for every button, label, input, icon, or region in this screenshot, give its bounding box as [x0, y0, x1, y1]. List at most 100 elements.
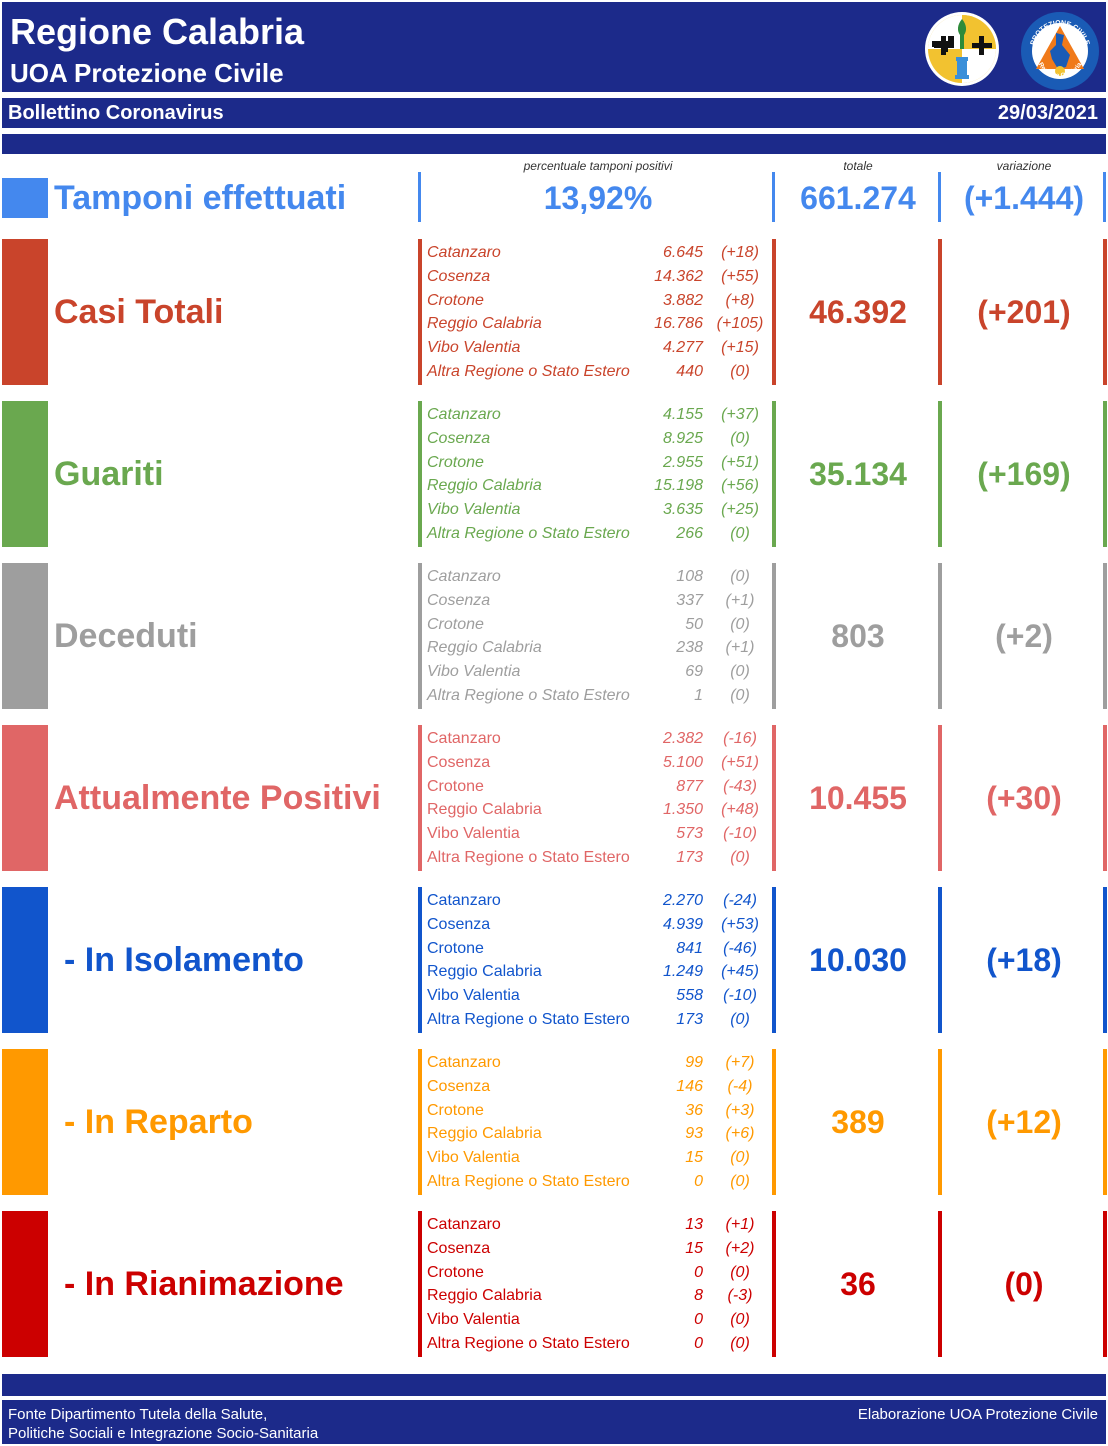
- footer-source-line1: Fonte Dipartimento Tutela della Salute,: [8, 1406, 268, 1423]
- province-value: 0: [694, 1172, 703, 1190]
- province-value: 573: [676, 825, 703, 843]
- province-variation: (-24): [723, 892, 757, 909]
- section-total: 389: [831, 1104, 885, 1140]
- province-row: Catanzaro 108 (0): [427, 565, 772, 589]
- province-variation: (0): [730, 615, 750, 633]
- province-row: Vibo Valentia 69 (0): [427, 660, 772, 684]
- section-color-square: [2, 1211, 48, 1357]
- column-header-percent: percentuale tamponi positivi: [523, 159, 673, 173]
- column-divider: [938, 401, 942, 547]
- province-variation: (0): [730, 1149, 750, 1167]
- section-color-square: [2, 1049, 48, 1195]
- province-row: Crotone 0 (0): [427, 1261, 772, 1285]
- section-label: - In Isolamento: [64, 941, 304, 979]
- province-row: Reggio Calabria 238 (+1): [427, 636, 772, 660]
- province-value: 0: [694, 1334, 703, 1352]
- province-variation: (0): [730, 362, 750, 380]
- province-row: Vibo Valentia 573 (-10): [427, 822, 772, 846]
- province-value: 173: [676, 848, 703, 866]
- section-total: 803: [831, 618, 885, 654]
- column-divider: [418, 725, 422, 871]
- section-color-square: [2, 725, 48, 871]
- province-row: Altra Regione o Stato Estero 173 (0): [427, 1008, 772, 1032]
- footer: Fonte Dipartimento Tutela della Salute, …: [2, 1400, 1106, 1444]
- province-list: Catanzaro 2.270 (-24) Cosenza 4.939 (+53) Crot…: [427, 889, 772, 1032]
- tamponi-label: Tamponi effettuati: [54, 179, 347, 217]
- province-value: 108: [676, 568, 703, 585]
- province-list: Catanzaro 2.382 (-16) Cosenza 5.100 (+51) Crot…: [427, 727, 772, 870]
- column-divider: [938, 172, 941, 222]
- footer-source-line2: Politiche Sociali e Integrazione Socio-S…: [8, 1425, 319, 1442]
- province-row: Altra Regione o Stato Estero 266 (0): [427, 522, 772, 546]
- province-value: 14.362: [654, 267, 703, 285]
- province-name: Catanzaro: [427, 1216, 501, 1233]
- province-name: Altra Regione o Stato Estero: [427, 848, 630, 866]
- province-row: Vibo Valentia 3.635 (+25): [427, 498, 772, 522]
- province-value: 15.198: [654, 477, 703, 495]
- province-variation: (+105): [716, 315, 764, 333]
- divider-strip: [2, 1374, 1106, 1396]
- province-name: Cosenza: [427, 267, 491, 285]
- province-variation: (+25): [721, 501, 759, 519]
- province-row: Reggio Calabria 93 (+6): [427, 1122, 772, 1146]
- section-rianimazione: - In Rianimazione Catanzaro 13 (+1) Cosenza 1…: [0, 1211, 1108, 1357]
- province-name: Reggio Calabria: [427, 801, 542, 819]
- column-divider: [772, 1211, 776, 1357]
- province-variation: (0): [730, 1172, 750, 1190]
- province-variation: (+6): [725, 1125, 755, 1143]
- province-variation: (+37): [721, 406, 759, 423]
- province-variation: (+51): [721, 453, 759, 471]
- province-row: Cosenza 5.100 (+51): [427, 751, 772, 775]
- column-divider: [938, 1211, 942, 1357]
- page-title: Regione Calabria: [10, 11, 305, 52]
- province-row: Catanzaro 2.270 (-24): [427, 889, 772, 913]
- province-row: Altra Regione o Stato Estero 440 (0): [427, 360, 772, 384]
- province-variation: (0): [730, 524, 750, 542]
- province-name: Crotone: [427, 453, 484, 471]
- province-value: 0: [694, 1263, 703, 1281]
- province-name: Reggio Calabria: [427, 315, 542, 333]
- province-name: Cosenza: [427, 915, 491, 933]
- province-value: 4.939: [662, 915, 703, 933]
- tamponi-color-square: [2, 178, 48, 218]
- province-row: Altra Regione o Stato Estero 0 (0): [427, 1332, 772, 1356]
- column-divider: [418, 172, 421, 222]
- column-divider: [1103, 563, 1107, 709]
- province-row: Vibo Valentia 0 (0): [427, 1308, 772, 1332]
- province-name: Cosenza: [427, 591, 491, 609]
- section-label: Deceduti: [54, 617, 198, 655]
- province-value: 1.350: [662, 801, 703, 819]
- province-variation: (-4): [727, 1077, 753, 1095]
- province-name: Vibo Valentia: [427, 663, 521, 681]
- column-divider: [938, 563, 942, 709]
- province-row: Altra Regione o Stato Estero 173 (0): [427, 846, 772, 870]
- province-value: 238: [676, 639, 703, 657]
- province-list: Catanzaro 13 (+1) Cosenza 15 (+2) Crotone 0 (0) R…: [427, 1213, 772, 1356]
- province-variation: (+45): [721, 963, 759, 981]
- section-variation: (0): [1004, 1266, 1044, 1302]
- province-value: 8.925: [662, 429, 703, 447]
- province-name: Vibo Valentia: [427, 501, 521, 519]
- column-divider: [418, 401, 422, 547]
- province-row: Cosenza 14.362 (+55): [427, 265, 772, 289]
- province-value: 69: [685, 663, 703, 681]
- province-value: 15: [685, 1239, 703, 1257]
- province-value: 0: [694, 1311, 703, 1329]
- province-row: Reggio Calabria 8 (-3): [427, 1284, 772, 1308]
- province-variation: (+1): [725, 1216, 755, 1233]
- province-name: Reggio Calabria: [427, 1287, 542, 1305]
- province-variation: (0): [730, 1334, 750, 1352]
- section-label: Attualmente Positivi: [54, 779, 381, 817]
- province-name: Crotone: [427, 777, 484, 795]
- province-value: 3.882: [662, 291, 703, 309]
- province-value: 6.645: [662, 244, 703, 261]
- column-divider: [418, 887, 422, 1033]
- province-value: 8: [694, 1287, 703, 1305]
- province-variation: (-43): [723, 777, 757, 795]
- province-name: Vibo Valentia: [427, 1149, 520, 1167]
- province-variation: (+3): [725, 1101, 755, 1119]
- section-label: - In Reparto: [64, 1103, 253, 1141]
- column-divider: [772, 239, 776, 385]
- province-row: Catanzaro 4.155 (+37): [427, 403, 772, 427]
- province-name: Crotone: [427, 615, 484, 633]
